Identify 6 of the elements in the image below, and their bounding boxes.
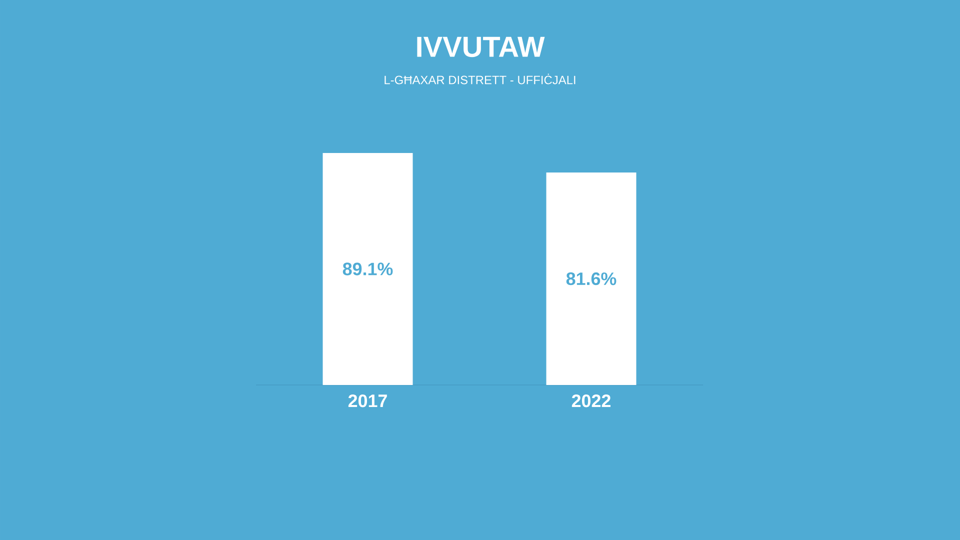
data-label: 89.1% <box>342 262 393 276</box>
chart-title: IVVUTAW <box>417 36 545 58</box>
data-label: 81.6% <box>566 272 616 286</box>
x-tick-label: 2022 <box>572 394 610 408</box>
x-tick-label: 2017 <box>348 394 387 408</box>
chart-subtitle: L-GĦAXAR DISTRETT - UFFIĊJALI <box>384 74 576 84</box>
